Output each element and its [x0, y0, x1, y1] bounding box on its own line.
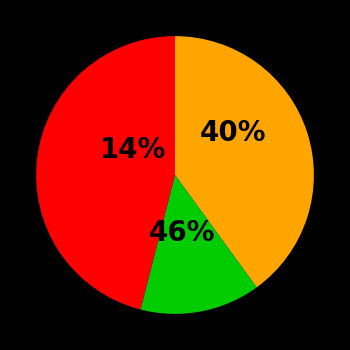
Text: 40%: 40% [200, 119, 267, 147]
Text: 14%: 14% [100, 136, 167, 164]
Wedge shape [175, 36, 314, 287]
Wedge shape [140, 175, 257, 314]
Text: 46%: 46% [149, 219, 215, 247]
Wedge shape [36, 36, 175, 309]
